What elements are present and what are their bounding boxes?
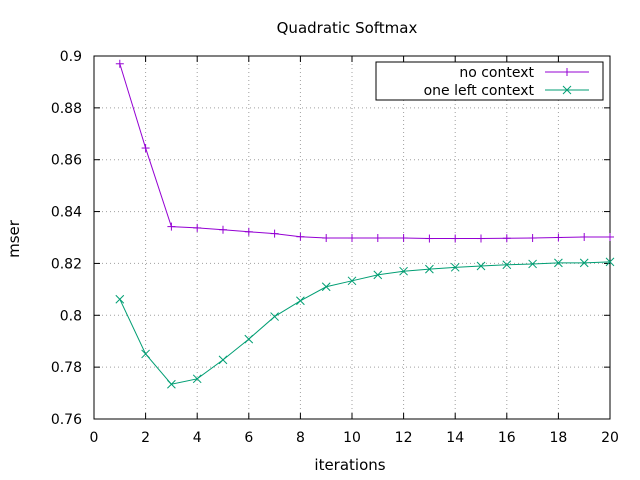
x-tick-label: 14 [446, 430, 464, 446]
data-point [218, 355, 228, 365]
data-point [605, 257, 615, 267]
data-point [167, 379, 176, 389]
y-axis-label: mser [5, 219, 23, 258]
data-point [528, 259, 537, 269]
axis-ticks [93, 55, 611, 420]
data-point [580, 232, 589, 241]
x-tick-label: 6 [244, 430, 253, 446]
data-point [554, 258, 563, 268]
data-point [270, 312, 279, 321]
y-tick-label: 0.82 [51, 256, 82, 272]
y-tick-label: 0.78 [51, 360, 82, 376]
data-point [579, 258, 589, 268]
y-tick-label: 0.76 [51, 412, 82, 428]
x-tick-label: 2 [141, 430, 150, 446]
data-point [322, 234, 331, 243]
data-point [477, 234, 485, 243]
data-point [244, 334, 254, 344]
data-point [399, 266, 408, 276]
legend-entry: one left context [424, 83, 589, 99]
data-point [476, 261, 486, 271]
tick-labels: 0 2 4 6 8 10 12 14 16 18 20 0.76 0.78 0.8 0.82 0.84 0.86… [51, 49, 619, 446]
data-point [141, 144, 150, 153]
data-point [321, 282, 331, 292]
x-tick-label: 12 [395, 430, 413, 446]
data-point [219, 225, 227, 234]
x-tick-label: 20 [601, 430, 619, 446]
data-point [399, 234, 408, 243]
legend-marker [562, 85, 572, 95]
data-point [425, 234, 434, 243]
data-point [296, 232, 305, 241]
data-point [193, 223, 202, 232]
series-0 [115, 59, 614, 243]
data-point [606, 232, 614, 241]
data-point [192, 374, 202, 384]
x-tick-label: 18 [549, 430, 567, 446]
x-tick-label: 16 [498, 430, 516, 446]
series-line [119, 261, 611, 385]
data-point [528, 234, 537, 243]
data-point [270, 229, 279, 238]
chart-title: Quadratic Softmax [277, 19, 418, 37]
grid-lines [94, 56, 610, 419]
x-tick-label: 0 [90, 430, 99, 446]
legend: no context one left context [375, 61, 604, 101]
y-tick-label: 0.86 [51, 153, 82, 169]
data-point [296, 296, 305, 306]
legend-entry: no context [459, 65, 589, 81]
data-point [115, 294, 125, 304]
y-tick-label: 0.9 [60, 49, 82, 65]
legend-box [375, 61, 604, 101]
x-tick-label: 4 [193, 430, 202, 446]
data-point [554, 233, 563, 242]
data-point [373, 234, 382, 243]
x-tick-label: 10 [343, 430, 361, 446]
y-tick-label: 0.8 [60, 308, 82, 324]
x-axis-label: iterations [314, 456, 385, 474]
legend-label: no context [459, 65, 534, 81]
series-line [119, 63, 610, 240]
legend-label: one left context [424, 83, 535, 99]
data-point [347, 276, 357, 286]
x-tick-label: 8 [296, 430, 305, 446]
data-point [244, 227, 253, 236]
data-point [502, 260, 512, 270]
data-point [450, 262, 460, 272]
legend-marker [563, 68, 571, 76]
series-1 [115, 257, 615, 389]
data-point [348, 234, 356, 243]
y-tick-label: 0.88 [51, 101, 82, 117]
series-layer [115, 59, 615, 389]
data-point [373, 270, 383, 280]
data-point [502, 234, 511, 243]
data-point [451, 234, 460, 243]
data-point [115, 59, 124, 68]
data-point [141, 349, 150, 359]
data-point [167, 222, 176, 231]
data-point [425, 264, 434, 274]
y-tick-label: 0.84 [51, 205, 82, 221]
